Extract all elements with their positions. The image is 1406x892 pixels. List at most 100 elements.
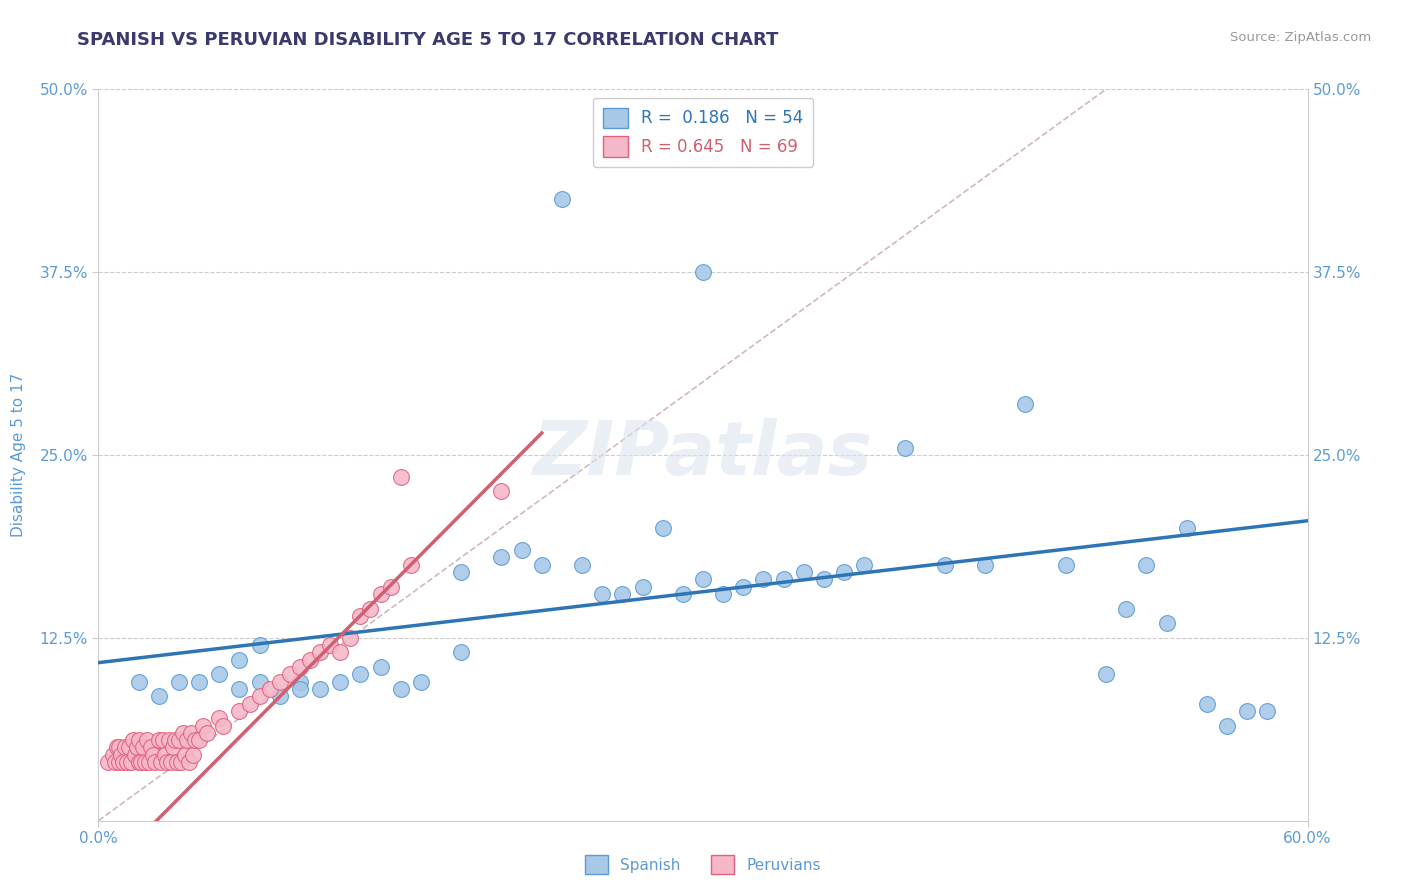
Point <box>1054 558 1077 572</box>
Point <box>269 674 291 689</box>
Point <box>228 704 250 718</box>
Point <box>115 755 138 769</box>
Point <box>893 441 915 455</box>
Point <box>349 608 371 623</box>
Point <box>174 747 197 762</box>
Legend: Spanish, Peruvians: Spanish, Peruvians <box>579 849 827 880</box>
Point <box>148 690 170 704</box>
Point <box>380 580 402 594</box>
Point <box>672 587 695 601</box>
Point <box>752 572 775 586</box>
Point <box>249 690 271 704</box>
Legend: R =  0.186   N = 54, R = 0.645   N = 69: R = 0.186 N = 54, R = 0.645 N = 69 <box>593 97 813 167</box>
Point <box>974 558 997 572</box>
Point <box>1236 704 1258 718</box>
Point <box>370 660 392 674</box>
Point <box>288 681 311 696</box>
Point <box>491 550 513 565</box>
Point <box>179 755 201 769</box>
Point <box>118 740 141 755</box>
Point <box>228 653 250 667</box>
Point <box>149 755 172 769</box>
Point <box>1256 704 1278 718</box>
Point <box>128 674 150 689</box>
Point <box>733 580 755 594</box>
Point <box>339 631 361 645</box>
Text: Source: ZipAtlas.com: Source: ZipAtlas.com <box>1230 31 1371 45</box>
Point <box>181 747 204 762</box>
Point <box>148 733 170 747</box>
Point <box>120 755 142 769</box>
Point <box>139 740 162 755</box>
Point <box>288 674 311 689</box>
Point <box>269 690 291 704</box>
Point <box>128 733 150 747</box>
Point <box>142 747 165 762</box>
Y-axis label: Disability Age 5 to 17: Disability Age 5 to 17 <box>11 373 25 537</box>
Text: SPANISH VS PERUVIAN DISABILITY AGE 5 TO 17 CORRELATION CHART: SPANISH VS PERUVIAN DISABILITY AGE 5 TO … <box>77 31 779 49</box>
Point <box>208 711 231 725</box>
Point <box>153 747 176 762</box>
Point <box>309 645 332 659</box>
Point <box>107 740 129 755</box>
Point <box>103 755 125 769</box>
Point <box>125 740 148 755</box>
Point <box>278 667 301 681</box>
Point <box>167 733 190 747</box>
Point <box>167 674 190 689</box>
Point <box>309 681 332 696</box>
Point <box>195 726 218 740</box>
Point <box>114 740 136 755</box>
Point <box>329 645 352 659</box>
Point <box>156 755 179 769</box>
Point <box>370 587 392 601</box>
Point <box>249 674 271 689</box>
Point <box>288 660 311 674</box>
Point <box>176 733 198 747</box>
Point <box>793 565 815 579</box>
Point <box>160 755 183 769</box>
Point <box>591 587 613 601</box>
Point <box>510 543 533 558</box>
Point <box>193 718 215 732</box>
Point <box>107 755 129 769</box>
Point <box>360 601 382 615</box>
Point <box>129 755 152 769</box>
Point <box>329 674 352 689</box>
Point <box>172 726 194 740</box>
Point <box>105 740 128 755</box>
Point <box>111 755 134 769</box>
Point <box>166 755 188 769</box>
Point <box>138 755 160 769</box>
Point <box>259 681 281 696</box>
Point <box>389 681 412 696</box>
Point <box>188 733 211 747</box>
Point <box>631 580 654 594</box>
Point <box>612 587 634 601</box>
Point <box>1095 667 1118 681</box>
Point <box>1156 616 1178 631</box>
Point <box>813 572 835 586</box>
Point <box>853 558 876 572</box>
Point <box>530 558 553 572</box>
Point <box>711 587 734 601</box>
Point <box>162 740 184 755</box>
Point <box>249 638 271 652</box>
Point <box>299 653 322 667</box>
Point <box>319 638 342 652</box>
Point <box>651 521 673 535</box>
Point <box>450 565 472 579</box>
Point <box>692 265 714 279</box>
Point <box>1135 558 1157 572</box>
Point <box>110 747 132 762</box>
Point <box>571 558 593 572</box>
Point <box>170 755 193 769</box>
Point <box>450 645 472 659</box>
Point <box>239 697 262 711</box>
Point <box>934 558 956 572</box>
Point <box>184 733 207 747</box>
Point <box>212 718 235 732</box>
Point <box>163 733 186 747</box>
Point <box>1175 521 1198 535</box>
Point <box>97 755 120 769</box>
